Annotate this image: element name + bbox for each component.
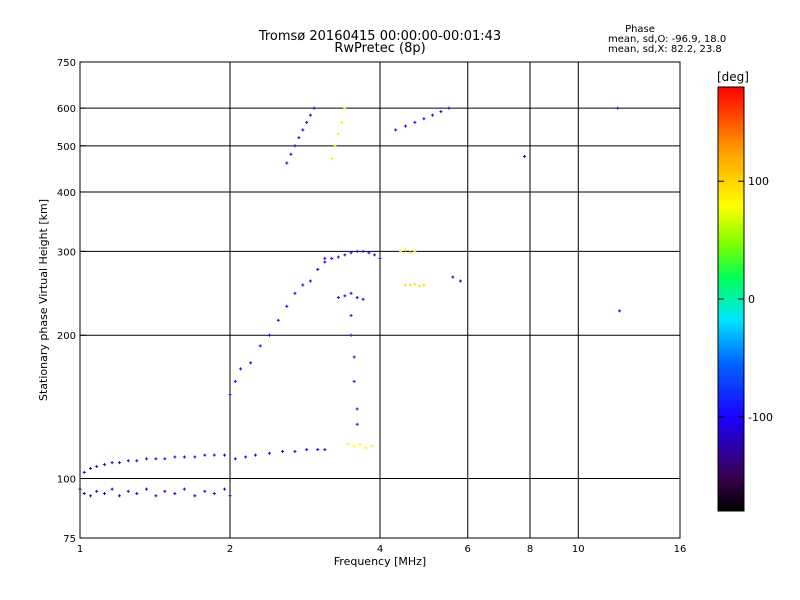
phase-box-header: Phase — [625, 24, 655, 35]
y-tick-label: 100 — [57, 475, 76, 486]
y-tick-label: 750 — [57, 58, 76, 69]
x-axis-ticks: 1 2 4 6 8 10 16 — [77, 544, 687, 555]
colorbar-tick-label: 0 — [748, 293, 755, 306]
y-tick-label: 300 — [57, 247, 76, 258]
chart-subtitle: RwPretec (8p) — [334, 41, 425, 56]
x-tick-label: 2 — [227, 544, 233, 555]
plot-frame — [79, 61, 681, 539]
y-tick-label: 400 — [57, 188, 76, 199]
chart-title: Tromsø 20160415 00:00:00-00:01:43 — [258, 29, 501, 44]
colorbar-tick-label: 100 — [748, 175, 769, 188]
y-tick-label: 500 — [57, 142, 76, 153]
grid-lines — [80, 62, 680, 538]
x-tick-label: 6 — [465, 544, 471, 555]
x-tick-label: 8 — [527, 544, 533, 555]
x-tick-label: 4 — [377, 544, 383, 555]
colorbar-tick-label: -100 — [748, 411, 773, 424]
x-tick-label: 10 — [572, 544, 585, 555]
y-axis-label: Stationary phase Virtual Height [km] — [37, 199, 50, 401]
data-points — [78, 106, 622, 498]
y-tick-label: 600 — [57, 104, 76, 115]
colorbar-ticks: 100 0 -100 — [718, 175, 773, 424]
y-tick-label: 75 — [63, 534, 76, 545]
x-axis-label: Frequency [MHz] — [334, 555, 426, 568]
x-tick-label: 1 — [77, 544, 83, 555]
y-tick-label: 200 — [57, 331, 76, 342]
phase-box-line1: mean, sd,O: -96.9, 18.0 — [608, 34, 726, 45]
colorbar-label: [deg] — [717, 70, 749, 84]
x-tick-label: 16 — [674, 544, 687, 555]
phase-box-line2: mean, sd,X: 82.2, 23.8 — [608, 44, 722, 55]
y-axis-ticks: 75 100 200 300 400 500 600 750 — [57, 58, 86, 545]
